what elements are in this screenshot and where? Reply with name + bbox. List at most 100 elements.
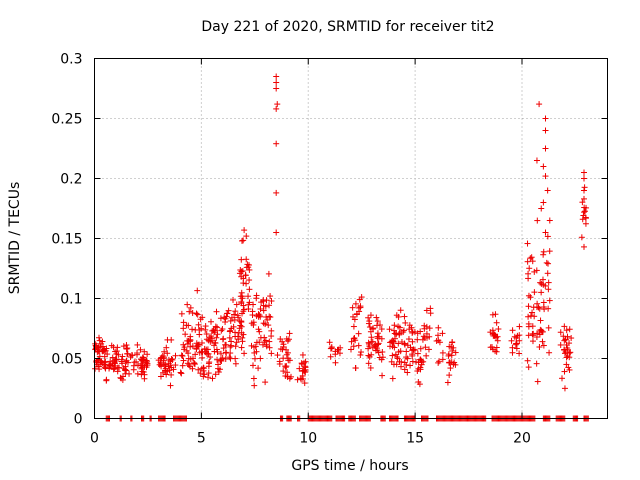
data-point: [239, 295, 246, 302]
data-point: [263, 341, 270, 348]
data-point: [184, 337, 191, 344]
data-point: [201, 345, 208, 352]
data-point: [199, 314, 206, 321]
data-point: [143, 357, 150, 364]
data-point: [102, 358, 109, 365]
data-point: [244, 261, 251, 268]
data-point: [530, 330, 537, 337]
data-point: [495, 326, 502, 333]
data-point: [406, 326, 413, 333]
data-point: [284, 349, 291, 356]
data-point: [246, 286, 253, 293]
data-point: [158, 354, 165, 361]
data-point: [525, 364, 532, 371]
data-point: [218, 327, 225, 334]
x-tick-label: 15: [406, 431, 424, 447]
data-point: [183, 347, 190, 354]
data-point: [144, 360, 151, 367]
data-point: [525, 313, 532, 320]
data-point: [490, 346, 497, 353]
data-point: [578, 234, 585, 241]
y-tick-label: 0: [74, 412, 83, 428]
data-point: [202, 349, 209, 356]
data-point: [95, 334, 102, 341]
data-point: [509, 349, 516, 356]
data-point: [557, 341, 564, 348]
data-point: [141, 363, 148, 370]
data-point: [389, 375, 396, 382]
data-point: [582, 208, 589, 215]
data-point: [280, 368, 287, 375]
data-point: [301, 380, 308, 387]
data-point: [398, 363, 405, 370]
data-point: [267, 293, 274, 300]
data-point: [512, 341, 519, 348]
data-point: [350, 323, 357, 330]
data-point: [409, 351, 416, 358]
data-point: [393, 312, 400, 319]
data-point: [565, 364, 572, 371]
data-point: [226, 334, 233, 341]
data-point: [144, 351, 151, 358]
data-point: [189, 355, 196, 362]
data-point: [273, 140, 280, 147]
data-point: [209, 375, 216, 382]
data-point: [92, 340, 99, 347]
data-point: [253, 348, 260, 355]
data-point: [222, 349, 229, 356]
y-axis-label: SRMTID / TECUs: [7, 182, 23, 295]
data-point: [241, 350, 248, 357]
data-point: [525, 320, 532, 327]
data-point: [439, 349, 446, 356]
data-point: [525, 332, 532, 339]
data-point: [414, 336, 421, 343]
data-point: [277, 336, 284, 343]
data-point: [374, 333, 381, 340]
data-point: [246, 299, 253, 306]
data-point: [199, 354, 206, 361]
data-point: [238, 289, 245, 296]
data-point: [348, 338, 355, 345]
data-point: [397, 307, 404, 314]
data-point: [579, 199, 586, 206]
data-point: [141, 348, 148, 355]
data-point: [327, 345, 334, 352]
data-point: [404, 355, 411, 362]
data-point: [529, 338, 536, 345]
data-point: [262, 379, 269, 386]
data-point: [163, 344, 170, 351]
data-point: [355, 330, 362, 337]
data-point: [525, 292, 532, 299]
data-point: [420, 333, 427, 340]
data-point: [240, 237, 247, 244]
data-point: [375, 340, 382, 347]
data-point: [436, 339, 443, 346]
data-point: [250, 319, 257, 326]
data-point: [277, 345, 284, 352]
data-point: [111, 365, 118, 372]
data-point: [393, 331, 400, 338]
data-point: [536, 101, 543, 108]
data-point: [119, 373, 126, 380]
data-point: [525, 303, 532, 310]
data-point: [537, 317, 544, 324]
data-point: [386, 326, 393, 333]
data-point: [284, 355, 291, 362]
data-point: [263, 314, 270, 321]
data-point: [533, 157, 540, 164]
data-point: [182, 331, 189, 338]
data-point: [352, 337, 359, 344]
data-point: [407, 362, 414, 369]
data-point: [237, 322, 244, 329]
data-point: [492, 311, 499, 318]
data-point: [215, 369, 222, 376]
data-point: [239, 267, 246, 274]
x-tick-label: 0: [90, 431, 99, 447]
data-point: [249, 312, 256, 319]
data-point: [348, 346, 355, 353]
data-point: [365, 352, 372, 359]
data-point: [580, 169, 587, 176]
data-point: [211, 342, 218, 349]
data-point: [99, 338, 106, 345]
data-point: [546, 248, 553, 255]
